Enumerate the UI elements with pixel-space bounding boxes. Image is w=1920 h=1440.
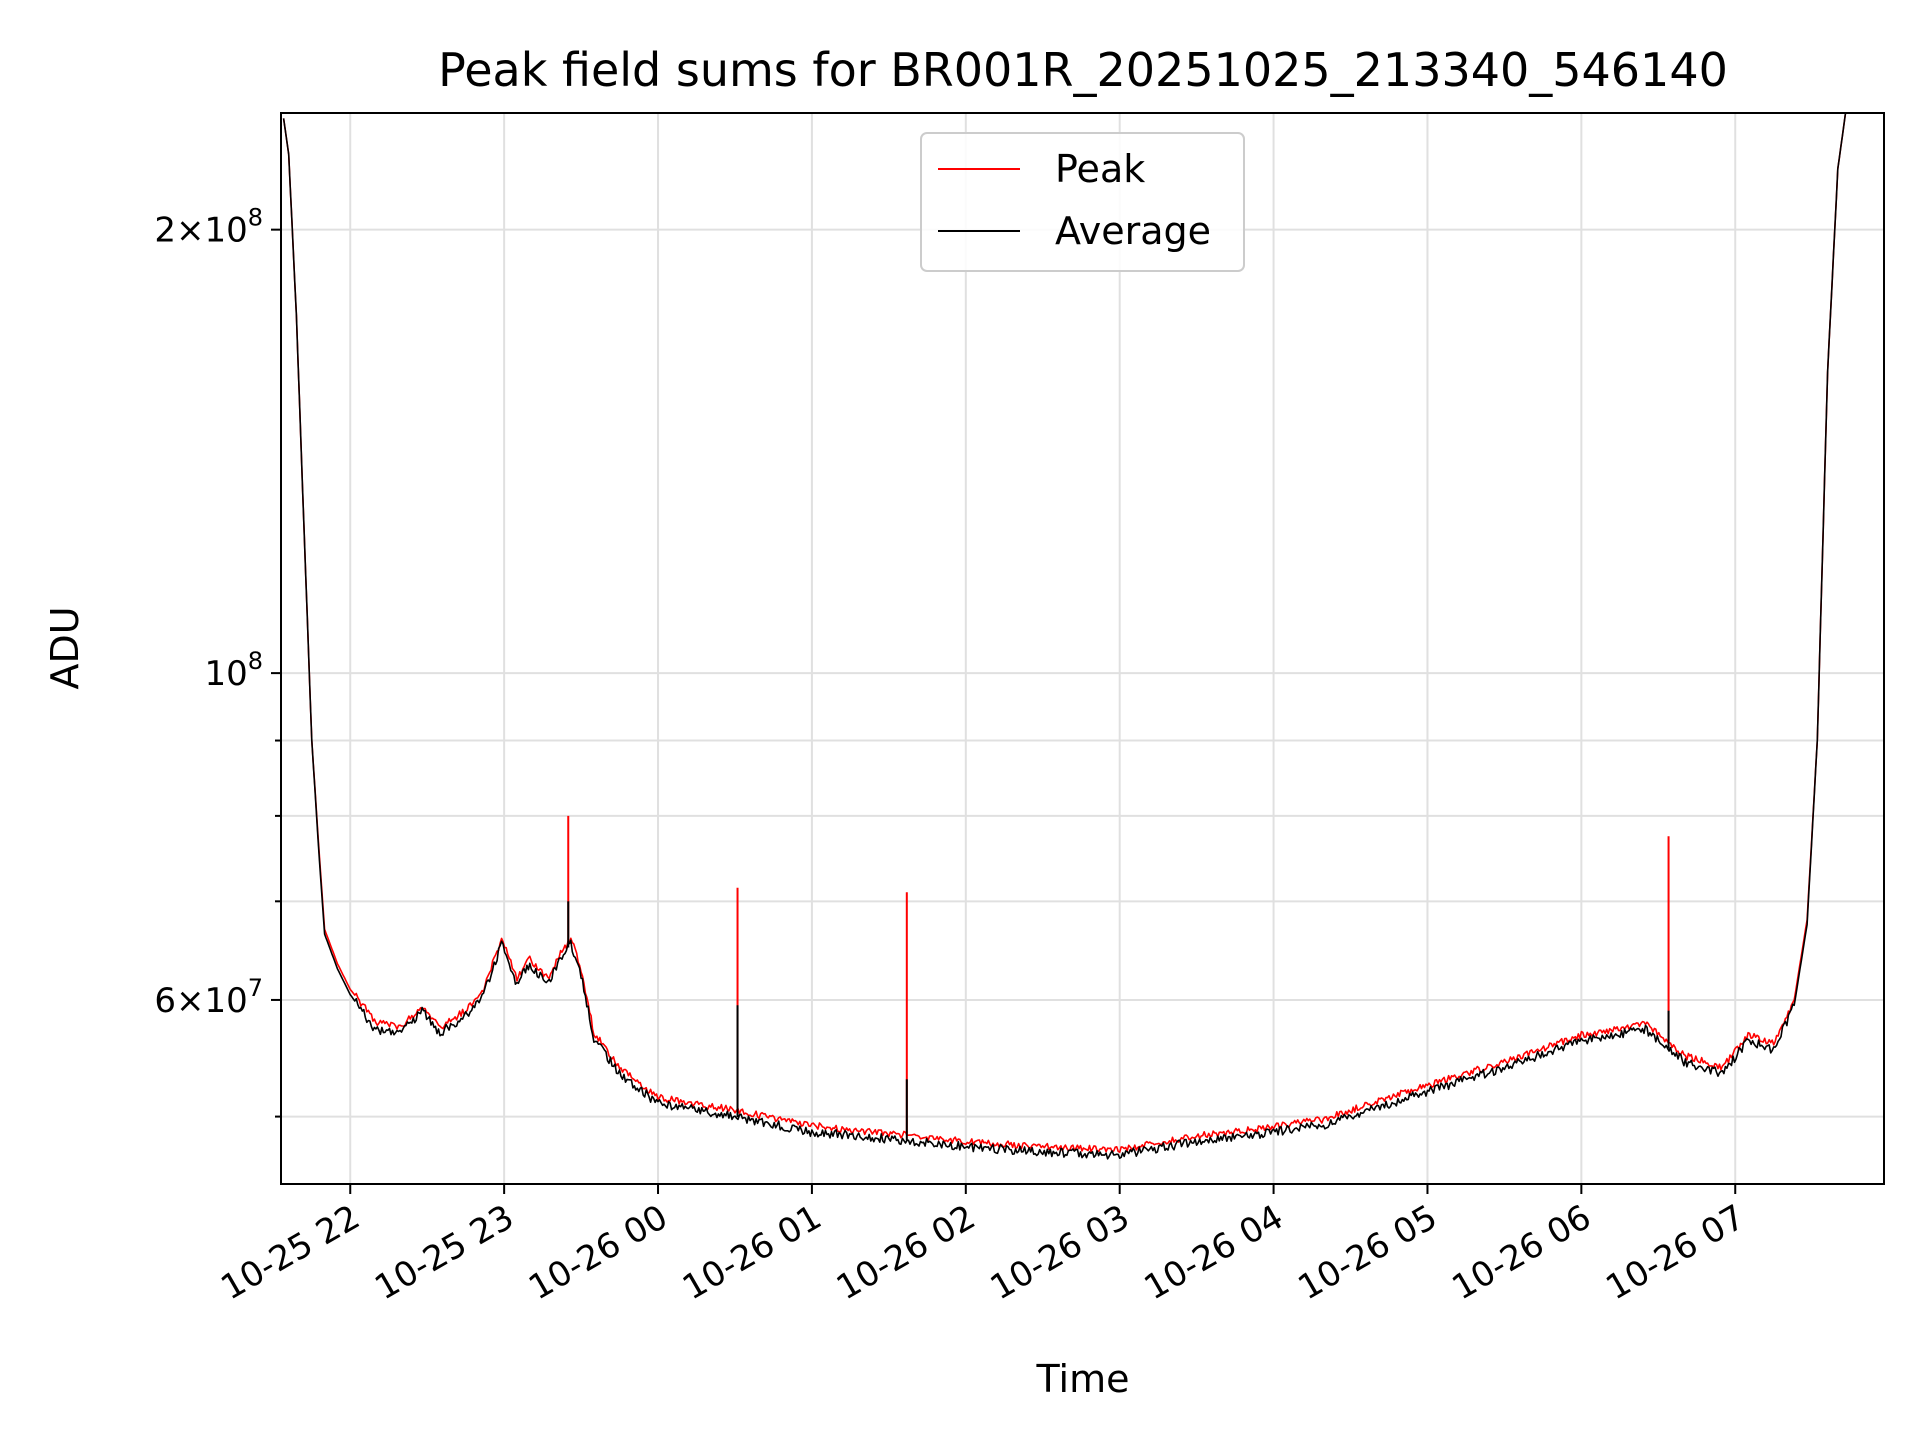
plot-frame <box>280 112 1885 1185</box>
legend-label-peak: Peak <box>1055 147 1145 191</box>
y-tick-label: 108 <box>204 647 263 694</box>
legend-label-average: Average <box>1055 209 1211 253</box>
chart-title: Peak field sums for BR001R_20251025_2133… <box>438 43 1728 97</box>
x-axis-label: Time <box>1036 1357 1130 1401</box>
plot-series <box>282 113 1847 1160</box>
series-line-peak <box>282 113 1847 1153</box>
y-axis-label: ADU <box>43 606 87 689</box>
series-line-average <box>282 113 1847 1160</box>
legend: Peak Average <box>920 132 1245 272</box>
y-tick-label: 2×108 <box>154 204 263 251</box>
y-tick-label: 6×107 <box>154 974 263 1021</box>
y-axis-ticks: 6×107 108 2×108 <box>154 204 281 1118</box>
legend-box <box>920 132 1245 272</box>
grid <box>281 113 1884 1184</box>
